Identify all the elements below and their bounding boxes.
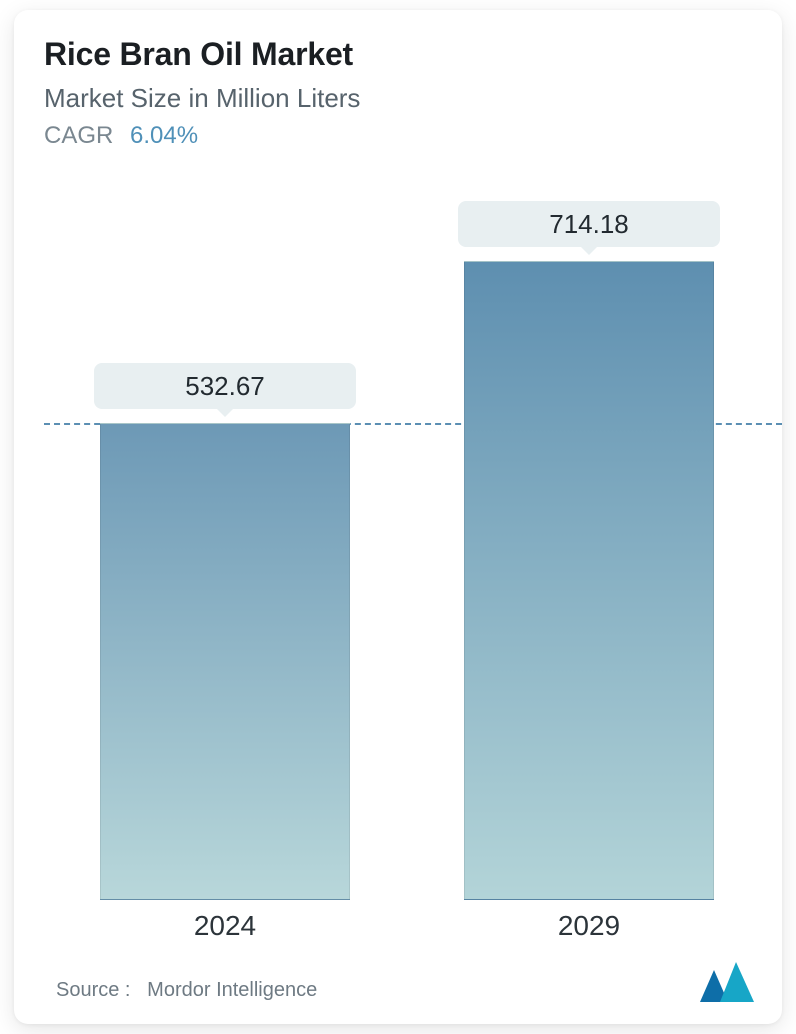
- source-name: Mordor Intelligence: [147, 979, 317, 1001]
- brand-logo-icon: [700, 962, 754, 1002]
- source-attribution: Source : Mordor Intelligence: [56, 979, 317, 1002]
- cagr-value: 6.04%: [130, 122, 198, 149]
- cagr-row: CAGR 6.04%: [44, 122, 752, 150]
- x-axis-label: 2029: [464, 910, 714, 942]
- chart-card: Rice Bran Oil Market Market Size in Mill…: [14, 10, 782, 1024]
- x-axis-label: 2024: [100, 910, 350, 942]
- bar-chart: 532.67714.18: [14, 220, 782, 900]
- chart-subtitle: Market Size in Million Liters: [44, 83, 752, 114]
- value-label-2029: 714.18: [458, 201, 720, 247]
- source-label: Source :: [56, 979, 130, 1001]
- cagr-label: CAGR: [44, 122, 113, 149]
- pill-notch: [216, 408, 234, 417]
- value-label-2024: 532.67: [94, 363, 356, 409]
- bar-2029: [464, 261, 714, 900]
- chart-title: Rice Bran Oil Market: [44, 36, 752, 73]
- pill-notch: [580, 246, 598, 255]
- bar-2024: [100, 423, 350, 900]
